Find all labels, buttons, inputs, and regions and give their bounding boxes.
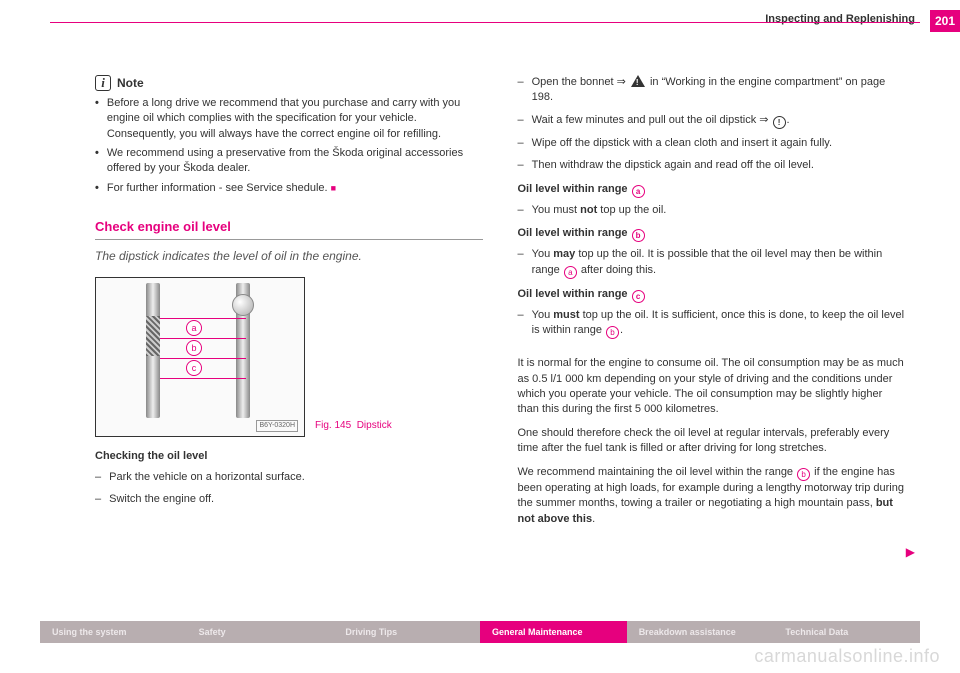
bullet-text: For further information - see Service sh… — [107, 182, 328, 194]
note-bullets: •Before a long drive we recommend that y… — [95, 96, 483, 196]
dipstick-hatching — [146, 316, 160, 356]
figure-caption: Fig. 145 Dipstick — [315, 419, 392, 437]
info-circle-icon: ! — [773, 116, 786, 129]
step-item: – Wait a few minutes and pull out the oi… — [518, 113, 906, 129]
footer-item: Technical Data — [773, 621, 920, 643]
range-letter-icon: b — [632, 229, 645, 242]
step-text: Then withdraw the dipstick again and rea… — [532, 158, 814, 173]
zone-line — [160, 358, 246, 359]
continue-arrow-icon: ▶ — [906, 544, 915, 561]
checking-subhead: Checking the oil level — [95, 449, 483, 464]
zone-line — [160, 318, 246, 319]
footer-item-active: General Maintenance — [480, 621, 627, 643]
note-bullet: •Before a long drive we recommend that y… — [95, 96, 483, 142]
zone-label-a: a — [186, 320, 202, 336]
header-rule — [50, 22, 920, 23]
step-item: – Open the bonnet ⇒ in “Working in the e… — [518, 75, 906, 106]
section-title: Check engine oil level — [95, 218, 483, 240]
dipstick-bulb — [232, 294, 254, 316]
content-area: i Note •Before a long drive we recommend… — [95, 75, 905, 593]
range-head-b: Oil level within range b — [518, 226, 906, 242]
paragraph: It is normal for the engine to consume o… — [518, 356, 906, 418]
figure: a b c B6Y-0320H Fig. 145 Dipstick — [95, 277, 483, 437]
step-text: Switch the engine off. — [109, 492, 214, 507]
step-item: –Then withdraw the dipstick again and re… — [518, 158, 906, 173]
page-number-tab: 201 — [930, 10, 960, 32]
footer-item: Driving Tips — [333, 621, 480, 643]
paragraph: One should therefore check the oil level… — [518, 426, 906, 457]
step-text: Park the vehicle on a horizontal surface… — [109, 470, 305, 485]
step-item: –Switch the engine off. — [95, 492, 483, 507]
range-body: –You must top up the oil. It is sufficie… — [518, 308, 906, 339]
footer-item: Using the system — [40, 621, 187, 643]
range-letter-icon: a — [564, 266, 577, 279]
note-bullet: •We recommend using a preservative from … — [95, 146, 483, 177]
fig-text: Dipstick — [357, 420, 392, 431]
zone-label-b: b — [186, 340, 202, 356]
info-icon: i — [95, 75, 111, 91]
range-letter-icon: b — [606, 326, 619, 339]
step-text: Wait a few minutes and pull out the oil … — [532, 113, 790, 129]
section-intro: The dipstick indicates the level of oil … — [95, 248, 483, 265]
bullet-text: Before a long drive we recommend that yo… — [107, 96, 483, 142]
figure-code: B6Y-0320H — [256, 420, 298, 432]
note-label: Note — [117, 75, 144, 92]
bullet-text: We recommend using a preservative from t… — [107, 146, 483, 177]
range-letter-icon: a — [632, 185, 645, 198]
right-column: – Open the bonnet ⇒ in “Working in the e… — [518, 75, 906, 593]
paragraph: We recommend maintaining the oil level w… — [518, 465, 906, 527]
zone-line — [160, 378, 246, 379]
range-letter-icon: c — [632, 290, 645, 303]
note-bullet: •For further information - see Service s… — [95, 181, 483, 196]
left-column: i Note •Before a long drive we recommend… — [95, 75, 483, 593]
step-text: Wipe off the dipstick with a clean cloth… — [532, 136, 832, 151]
range-head-a: Oil level within range a — [518, 182, 906, 198]
note-heading: i Note — [95, 75, 483, 92]
range-body: –You may top up the oil. It is possible … — [518, 247, 906, 278]
range-head-c: Oil level within range c — [518, 287, 906, 303]
footer-nav: Using the system Safety Driving Tips Gen… — [40, 621, 920, 643]
dipstick-diagram: a b c B6Y-0320H — [95, 277, 305, 437]
range-body: –You must not top up the oil. — [518, 203, 906, 218]
header-title: Inspecting and Replenishing — [765, 13, 915, 25]
fig-number: Fig. 145 — [315, 420, 351, 431]
footer-item: Breakdown assistance — [627, 621, 774, 643]
range-letter-icon: b — [797, 468, 810, 481]
step-item: –Park the vehicle on a horizontal surfac… — [95, 470, 483, 485]
step-text: Open the bonnet ⇒ in “Working in the eng… — [532, 75, 905, 106]
warning-triangle-icon — [631, 75, 645, 87]
watermark: carmanualsonline.info — [754, 646, 940, 667]
zone-line — [160, 338, 246, 339]
end-square-icon: ■ — [331, 183, 336, 193]
step-item: –Wipe off the dipstick with a clean clot… — [518, 136, 906, 151]
footer-item: Safety — [187, 621, 334, 643]
zone-label-c: c — [186, 360, 202, 376]
